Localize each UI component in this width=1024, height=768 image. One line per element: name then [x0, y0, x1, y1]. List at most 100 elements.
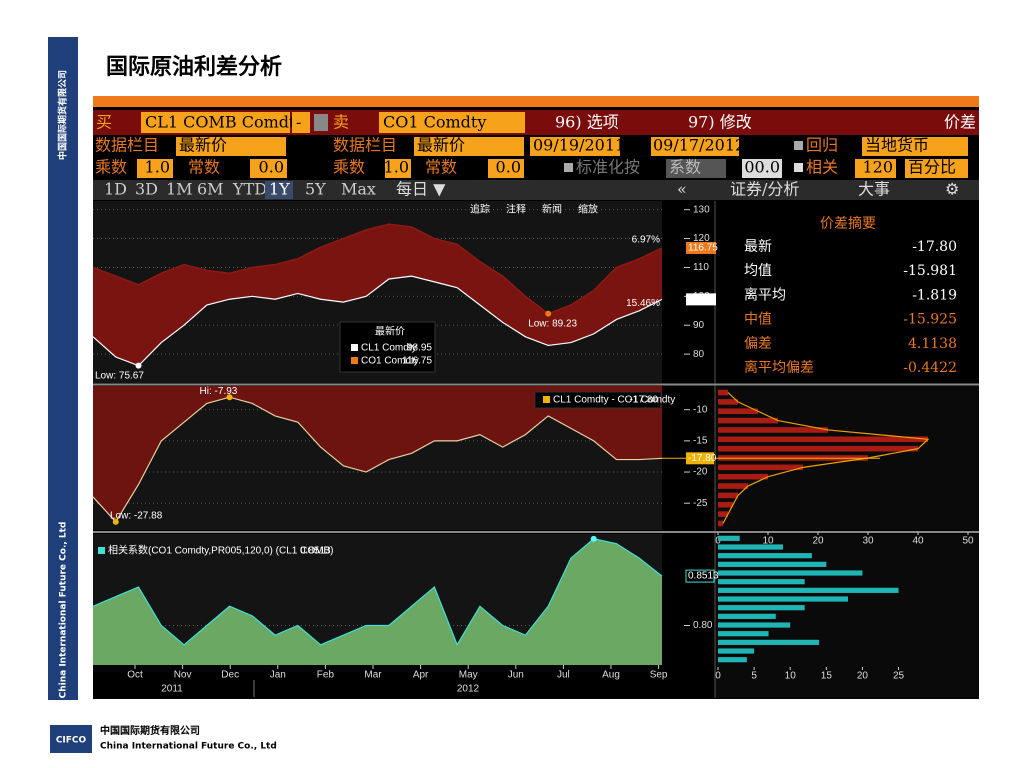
price-tag: [686, 452, 714, 465]
x-tick-label: 0: [715, 671, 721, 682]
x-tick-label: 50: [962, 536, 974, 547]
label: 常数: [425, 158, 457, 177]
input-text: 最新价: [179, 136, 227, 155]
tab[interactable]: 6M: [197, 180, 224, 199]
summary-label: 离平均: [744, 286, 786, 303]
input[interactable]: [666, 159, 726, 178]
tab[interactable]: 1Y: [269, 180, 290, 199]
input[interactable]: [176, 137, 286, 156]
price-tag-text: 116.75: [688, 243, 718, 254]
input[interactable]: [379, 112, 525, 133]
tab[interactable]: YTD: [232, 180, 267, 199]
tab[interactable]: 1D: [104, 180, 127, 199]
legend-value: 116.75: [402, 356, 432, 367]
tab[interactable]: 5Y: [305, 180, 326, 199]
frequency[interactable]: 每日 ▼: [396, 180, 446, 199]
histogram-bar: [718, 613, 776, 619]
input[interactable]: [855, 159, 896, 178]
side-en: China International Future Co., Ltd: [59, 522, 69, 699]
annotation: Low: 75.67: [95, 371, 144, 382]
tab[interactable]: 1M: [166, 180, 193, 199]
high-marker: [590, 535, 597, 542]
slide-title: 国际原油利差分析: [106, 54, 282, 80]
input-text: 百分比: [908, 158, 956, 177]
input[interactable]: [530, 137, 620, 156]
x-tick-label: 15: [821, 671, 833, 682]
input[interactable]: [742, 159, 782, 178]
collapse[interactable]: «: [677, 180, 687, 199]
analysis[interactable]: 证券/分析: [730, 180, 799, 199]
legend-value: -17.80: [630, 395, 659, 406]
events[interactable]: 大事: [858, 180, 890, 199]
histogram-bar: [718, 473, 768, 480]
change-label: 6.97%: [632, 235, 660, 246]
x-year-label: 2012: [457, 684, 480, 695]
input[interactable]: [250, 159, 287, 178]
histogram-bar: [718, 483, 748, 489]
input[interactable]: [385, 159, 411, 178]
summary-value: -1.819: [912, 287, 957, 303]
checkbox[interactable]: [794, 163, 803, 172]
input[interactable]: [905, 159, 968, 178]
dropdown[interactable]: [314, 114, 328, 131]
logo-box: [50, 725, 92, 753]
legend-value: 0.8513: [300, 546, 331, 557]
accent-bar: [93, 96, 979, 107]
y-tick-label: 130: [693, 204, 710, 215]
summary-value: -17.80: [912, 239, 957, 255]
side-cn: 中国国际期货有限公司: [57, 70, 69, 160]
histogram-bar: [718, 511, 728, 517]
menu[interactable]: 97) 修改: [688, 113, 752, 132]
x-tick-label: 20: [812, 536, 824, 547]
checkbox[interactable]: [794, 141, 803, 150]
y-tick-label: 80: [693, 349, 705, 360]
y-tick-label: -25: [693, 498, 708, 509]
annotation: Low: -27.88: [110, 511, 163, 522]
area: [93, 386, 662, 522]
x-tick-label: 5: [751, 671, 757, 682]
label: 常数: [188, 158, 220, 177]
menu[interactable]: 96) 选项: [555, 113, 619, 132]
tab-active: [265, 181, 293, 199]
y-tick-label: 110: [693, 262, 709, 273]
input[interactable]: [414, 137, 524, 156]
series-line: [92, 223, 663, 315]
period-tabs: 1D 3D 1M 6M YTD 1Y 5Y Max: [104, 180, 376, 199]
series-line: [92, 396, 663, 523]
histogram-bar: [718, 427, 828, 433]
input-text: CL1 COMB Comdty: [145, 113, 304, 132]
y-tick-label: -20: [693, 467, 708, 478]
settings[interactable]: ⚙: [945, 180, 959, 199]
logo: CIFCO: [56, 736, 87, 746]
input-text: 100.0: [734, 158, 780, 177]
area: [93, 538, 662, 665]
input[interactable]: [137, 159, 173, 178]
price-tag: [685, 569, 715, 583]
input-text: 系数: [669, 158, 701, 177]
summary-value: 4.1138: [908, 336, 957, 352]
input-text: 1.0: [145, 158, 170, 177]
histogram-bar: [718, 657, 747, 663]
input[interactable]: [141, 112, 290, 133]
input[interactable]: [292, 112, 310, 133]
high-marker: [226, 394, 233, 401]
input-text: 0.0: [259, 158, 284, 177]
input[interactable]: [862, 137, 968, 156]
legend-swatch: [98, 547, 105, 554]
histogram-bar: [718, 389, 728, 396]
input-text: 09/17/2012: [653, 136, 745, 155]
summary-label: 离平均偏差: [744, 359, 814, 376]
input[interactable]: [651, 137, 739, 156]
input[interactable]: [488, 159, 524, 178]
tab[interactable]: 3D: [135, 180, 158, 199]
x-tick-label: Mar: [364, 670, 382, 681]
checkbox[interactable]: [564, 163, 573, 172]
tab[interactable]: Max: [341, 180, 376, 199]
x-tick-label: Jun: [508, 670, 524, 681]
legend-label: CL1 Comdty - CO1 Comdty: [553, 395, 675, 406]
series-line: [92, 275, 663, 367]
x-tick-label: 10: [785, 671, 797, 682]
label: 回归: [806, 136, 838, 155]
summary-label: 均值: [744, 263, 772, 279]
spread-band: [93, 224, 662, 366]
